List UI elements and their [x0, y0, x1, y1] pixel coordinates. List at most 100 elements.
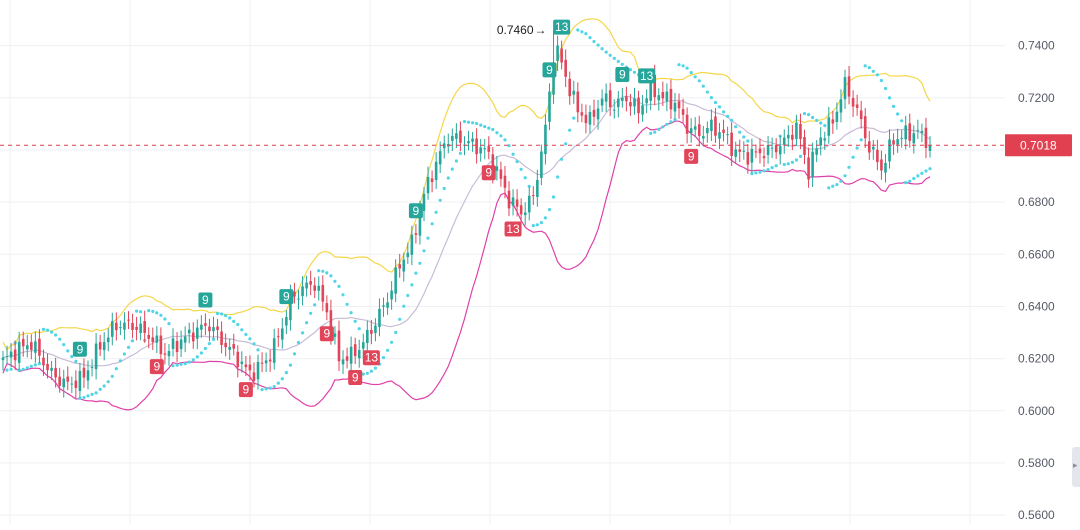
candle: [459, 121, 462, 152]
candle: [74, 370, 78, 399]
sar-dot: [402, 304, 406, 308]
candle: [823, 131, 827, 150]
sar-dot: [167, 322, 171, 326]
candle: [191, 322, 195, 349]
sar-dot: [434, 210, 438, 214]
candle: [66, 366, 70, 391]
svg-text:9: 9: [413, 204, 420, 218]
candle: [212, 316, 215, 339]
candle: [633, 87, 636, 115]
td-label: 9: [684, 148, 699, 164]
sar-dot: [58, 337, 62, 341]
candle: [750, 138, 754, 173]
candle: [710, 109, 713, 142]
sar-dot: [527, 184, 531, 188]
candle: [722, 119, 725, 142]
candle: [293, 282, 296, 304]
sar-dot: [82, 395, 86, 400]
candle: [236, 345, 240, 378]
sar-dot: [438, 198, 442, 202]
td-label: 9: [72, 341, 87, 357]
candle: [714, 108, 717, 143]
candle: [568, 71, 572, 105]
sar-dot: [163, 317, 167, 321]
td-label: 9: [481, 165, 496, 181]
svg-text:9: 9: [688, 149, 695, 163]
sar-dot: [531, 224, 535, 228]
candle: [115, 312, 118, 341]
sar-dot: [685, 66, 689, 70]
candle: [527, 186, 531, 221]
sar-dot: [653, 130, 657, 134]
candle: [305, 275, 308, 297]
sar-dot: [766, 168, 770, 172]
sar-dot: [195, 355, 199, 359]
td-label: 13: [638, 68, 656, 84]
sar-dot: [924, 169, 928, 173]
sar-dot: [912, 176, 916, 181]
sar-dot: [892, 104, 896, 108]
sar-dot: [762, 169, 766, 173]
sar-dot: [244, 332, 248, 337]
sar-dot: [669, 120, 673, 124]
candle: [811, 142, 814, 188]
sar-dot: [487, 126, 491, 130]
sar-dot: [215, 311, 220, 316]
sar-dot: [904, 181, 908, 185]
candle: [896, 128, 899, 153]
candle: [831, 110, 835, 134]
td-label: 9: [198, 292, 213, 308]
td-label: 9: [149, 359, 164, 375]
candle: [859, 101, 863, 129]
svg-text:13: 13: [555, 20, 569, 34]
sar-dot: [365, 371, 369, 375]
sar-dot: [292, 352, 297, 356]
candle: [645, 89, 648, 114]
price-axis: 0.74000.72000.70000.68000.66000.64000.62…: [1018, 39, 1055, 522]
sar-dot: [390, 340, 394, 344]
candle: [612, 99, 616, 119]
candle: [119, 320, 122, 336]
candle: [787, 125, 790, 147]
sar-dot: [256, 348, 260, 352]
sar-dot: [746, 139, 750, 143]
candle: [519, 198, 523, 222]
candle: [151, 327, 155, 350]
sar-dot: [887, 96, 892, 100]
candle: [815, 139, 818, 163]
sar-dot: [576, 28, 580, 32]
candle: [38, 329, 41, 363]
candle: [726, 126, 729, 145]
y-tick-label: 0.7400: [1018, 39, 1055, 53]
sar-dot: [807, 113, 811, 117]
sar-dot: [661, 125, 665, 129]
candle: [592, 99, 596, 126]
sar-dot: [317, 269, 321, 273]
candle: [106, 328, 110, 352]
candle: [872, 139, 875, 160]
candle: [912, 125, 916, 154]
axis-scroll-handle[interactable]: ▸: [1072, 447, 1080, 487]
svg-text:9: 9: [619, 68, 626, 82]
sar-dot: [430, 222, 434, 226]
sar-dot: [220, 312, 224, 316]
td-label: 9: [238, 382, 253, 398]
candle: [21, 331, 25, 357]
sar-dot: [851, 155, 855, 159]
candle: [285, 310, 288, 334]
candle: [394, 259, 397, 303]
sar-dot: [41, 327, 46, 331]
sar-dot: [604, 50, 608, 54]
candle: [621, 88, 624, 108]
sar-dot: [835, 183, 839, 187]
candle: [252, 362, 256, 388]
sar-dot: [106, 380, 110, 384]
sar-dot: [831, 184, 835, 188]
sar-dot: [426, 236, 430, 240]
sar-dot: [916, 174, 920, 178]
candle: [483, 139, 487, 160]
sar-dot: [491, 127, 495, 132]
candle: [378, 298, 381, 337]
candle: [297, 289, 300, 310]
